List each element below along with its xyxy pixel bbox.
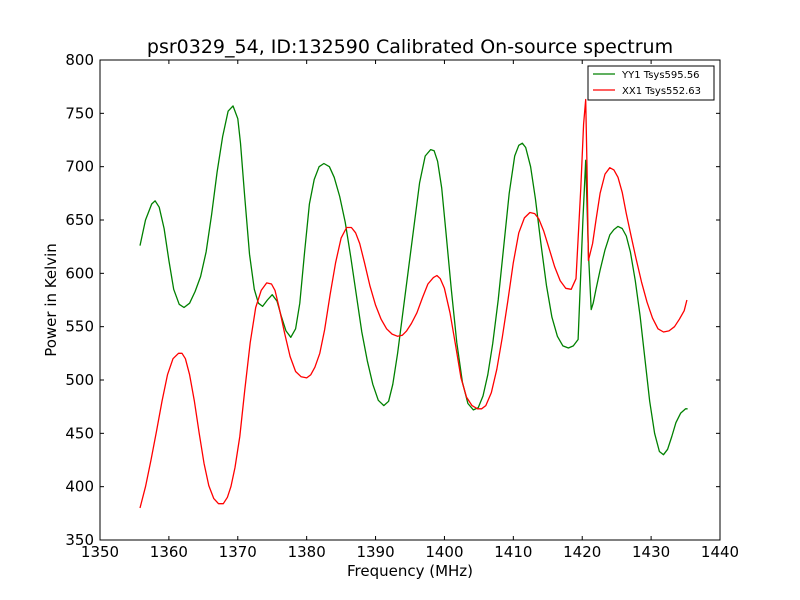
x-tick-label: 1370 xyxy=(219,543,257,561)
x-tick-label: 1400 xyxy=(425,543,463,561)
y-axis-title: Power in Kelvin xyxy=(42,243,60,357)
legend: YY1 Tsys595.56 XX1 Tsys552.63 xyxy=(587,65,715,101)
x-axis: 1350 1360 1370 1380 1390 1400 1410 1420 1430 1440 xyxy=(81,60,739,561)
x-tick-label: 1360 xyxy=(150,543,188,561)
plot-frame xyxy=(99,59,721,541)
x-axis-title: Frequency (MHz) xyxy=(347,562,473,580)
y-tick-label: 800 xyxy=(65,51,94,69)
x-tick-label: 1410 xyxy=(494,543,532,561)
series-line-0 xyxy=(139,105,688,456)
y-tick-label: 450 xyxy=(65,424,94,442)
y-tick-label: 650 xyxy=(65,211,94,229)
legend-label-yy1: YY1 Tsys595.56 xyxy=(621,70,700,81)
y-tick-label: 500 xyxy=(65,371,94,389)
x-tick-label: 1430 xyxy=(632,543,670,561)
y-tick-label: 600 xyxy=(65,264,94,282)
x-tick-label: 1440 xyxy=(701,543,739,561)
legend-box xyxy=(587,65,715,101)
y-tick-label: 400 xyxy=(65,478,94,496)
plot-area xyxy=(139,98,688,509)
series-line-1 xyxy=(139,98,688,509)
x-tick-label: 1350 xyxy=(81,543,119,561)
x-tick-label: 1420 xyxy=(563,543,601,561)
x-tick-label: 1390 xyxy=(356,543,394,561)
y-tick-label: 550 xyxy=(65,318,94,336)
legend-label-xx1: XX1 Tsys552.63 xyxy=(622,86,701,97)
y-tick-label: 750 xyxy=(65,104,94,122)
y-tick-label: 700 xyxy=(65,158,94,176)
y-tick-label: 350 xyxy=(65,531,94,549)
y-axis: 350 400 450 500 550 600 650 700 750 800 xyxy=(65,51,720,549)
x-tick-label: 1380 xyxy=(288,543,326,561)
chart-title: psr0329_54, ID:132590 Calibrated On-sour… xyxy=(147,36,673,58)
